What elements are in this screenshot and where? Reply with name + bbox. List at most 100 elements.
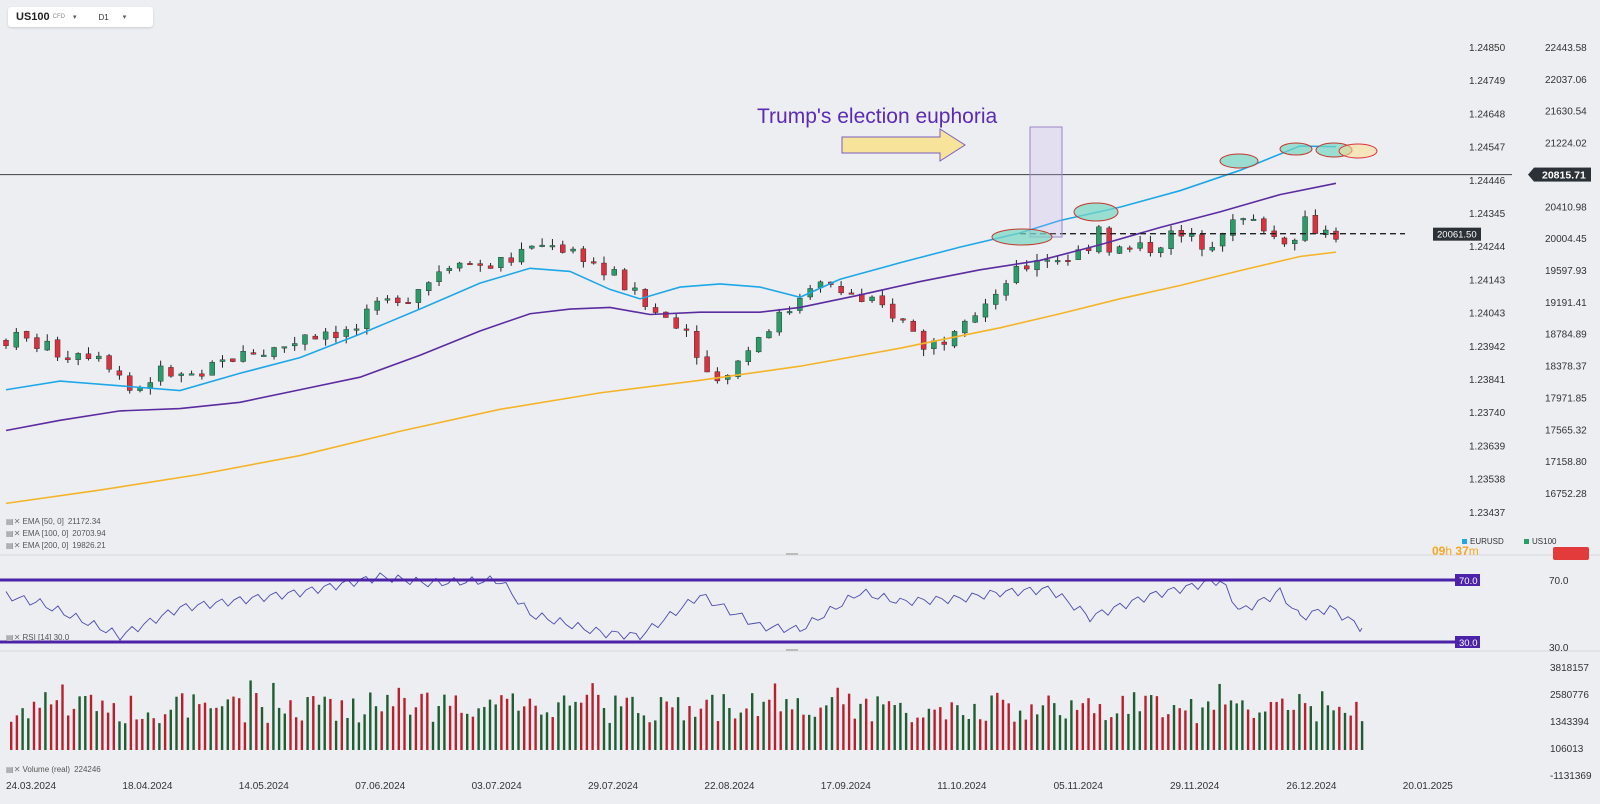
symbol-label[interactable]: US100 bbox=[16, 11, 50, 23]
volume-bar-down bbox=[500, 695, 503, 750]
timeframe-label[interactable]: D1 bbox=[98, 12, 109, 22]
volume-bar-up bbox=[44, 692, 47, 750]
volume-bar-up bbox=[374, 706, 378, 750]
volume-bar-down bbox=[15, 715, 19, 750]
volume-bar-down bbox=[1081, 703, 1084, 750]
candle-down bbox=[1065, 260, 1071, 262]
candle-down bbox=[838, 286, 844, 294]
candle-down bbox=[1127, 247, 1133, 250]
candle-down bbox=[941, 341, 947, 345]
chevron-down-icon[interactable]: ▾ bbox=[122, 14, 127, 21]
ema200-legend[interactable]: ▤ ✕ EMA [200, 0] 19826.21 bbox=[6, 541, 110, 550]
volume-bar-down bbox=[1338, 706, 1341, 750]
volume-bar-up bbox=[1036, 714, 1039, 750]
volume-bar-down bbox=[255, 693, 258, 750]
volume-bar-down bbox=[181, 693, 184, 750]
candle-down bbox=[34, 337, 40, 349]
volume-bar-up bbox=[796, 698, 799, 750]
volume-bar-down bbox=[152, 718, 155, 750]
volume-bar-up bbox=[1070, 700, 1073, 750]
date-tick-label: 14.05.2024 bbox=[239, 781, 289, 792]
volume-bar-up bbox=[859, 703, 862, 750]
settings-close-icon[interactable]: ▤ ✕ bbox=[6, 517, 21, 526]
volume-bar-up bbox=[728, 707, 731, 750]
volume-bar-up bbox=[158, 723, 161, 750]
price-tick-label: 18784.89 bbox=[1545, 330, 1587, 341]
volume-bar-down bbox=[243, 722, 247, 750]
volume-bar-up bbox=[568, 705, 571, 750]
price-tick-label: 16752.28 bbox=[1545, 489, 1587, 500]
candles-layer bbox=[3, 209, 1339, 395]
candle-down bbox=[65, 357, 71, 361]
candle-down bbox=[487, 265, 494, 269]
symbol-toolbar[interactable]: US100 CFD ▾ D1 ▾ bbox=[8, 7, 153, 27]
volume-bar-up bbox=[619, 706, 623, 750]
volume-bar-up bbox=[642, 715, 646, 750]
volume-bar-down bbox=[232, 696, 235, 750]
date-tick-label: 18.04.2024 bbox=[122, 781, 172, 792]
price-tick-label: 20004.45 bbox=[1545, 234, 1587, 245]
price-tick-label: 18378.37 bbox=[1545, 362, 1587, 373]
volume-bar-down bbox=[585, 694, 589, 750]
rsi-axis-lower: 30.0 bbox=[1549, 643, 1569, 654]
volume-bar-down bbox=[1144, 695, 1147, 750]
rsi-legend[interactable]: ▤ ✕ RSI [14] 30.0 bbox=[6, 633, 73, 642]
volume-tick-label: 1343394 bbox=[1550, 717, 1589, 728]
candle-up bbox=[1158, 247, 1164, 253]
ema50-legend[interactable]: ▤ ✕ EMA [50, 0] 21172.34 bbox=[6, 517, 105, 526]
price-tick-label: 19191.41 bbox=[1545, 298, 1587, 309]
candle-down bbox=[1281, 237, 1288, 245]
volume-bar-up bbox=[1309, 706, 1312, 750]
candle-up bbox=[786, 311, 793, 314]
candle-down bbox=[879, 295, 886, 306]
volume-bar-down bbox=[1110, 717, 1113, 750]
date-tick-label: 05.11.2024 bbox=[1054, 781, 1104, 792]
volume-bar-up bbox=[956, 705, 959, 750]
candle-down bbox=[621, 269, 628, 291]
chevron-down-icon[interactable]: ▾ bbox=[72, 14, 77, 21]
candle-up bbox=[75, 353, 81, 360]
price-tick-label: 17158.80 bbox=[1545, 457, 1587, 468]
volume-bar-down bbox=[61, 684, 64, 750]
volume-bar-down bbox=[1212, 709, 1216, 750]
volume-bar-down bbox=[135, 719, 138, 750]
rsi-line bbox=[5, 572, 1363, 641]
volume-bar-down bbox=[391, 706, 395, 750]
candle-up bbox=[456, 262, 463, 269]
volume-bar-down bbox=[745, 708, 748, 750]
volume-bar-up bbox=[545, 712, 549, 750]
volume-bar-down bbox=[329, 698, 332, 750]
volume-bar-up bbox=[21, 708, 24, 750]
price-tick-label: 17971.85 bbox=[1545, 393, 1587, 404]
ema100-legend[interactable]: ▤ ✕ EMA [100, 0] 20703.94 bbox=[6, 529, 110, 538]
volume-legend[interactable]: ▤ ✕ Volume (real) 224246 bbox=[6, 765, 105, 774]
eurusd-square-icon bbox=[1462, 539, 1467, 544]
volume-bar-up bbox=[990, 695, 993, 750]
volume-layer bbox=[10, 680, 1364, 750]
secondary-tick-label: 1.23437 bbox=[1469, 508, 1506, 519]
candle-down bbox=[1199, 234, 1205, 250]
volume-bar-up bbox=[1264, 711, 1267, 750]
volume-bar-down bbox=[238, 698, 241, 750]
volume-bar-up bbox=[517, 710, 520, 750]
volume-bar-down bbox=[460, 712, 463, 750]
volume-bar-down bbox=[1121, 695, 1124, 750]
volume-bar-down bbox=[49, 704, 53, 750]
settings-close-icon[interactable]: ▤ ✕ bbox=[6, 765, 21, 774]
volume-bar-down bbox=[141, 718, 144, 750]
volume-bar-down bbox=[790, 709, 794, 750]
candle-up bbox=[446, 268, 453, 271]
volume-bar-down bbox=[1155, 696, 1159, 750]
sell-button[interactable] bbox=[1553, 547, 1589, 560]
volume-bar-down bbox=[1195, 723, 1198, 750]
settings-close-icon[interactable]: ▤ ✕ bbox=[6, 633, 21, 642]
candle-down bbox=[508, 257, 514, 263]
volume-bar-down bbox=[847, 693, 851, 750]
settings-close-icon[interactable]: ▤ ✕ bbox=[6, 529, 21, 538]
settings-close-icon[interactable]: ▤ ✕ bbox=[6, 541, 21, 550]
volume-bar-up bbox=[169, 709, 172, 750]
volume-bar-down bbox=[933, 709, 936, 750]
volume-bar-up bbox=[1104, 720, 1107, 750]
candle-up bbox=[96, 355, 102, 360]
